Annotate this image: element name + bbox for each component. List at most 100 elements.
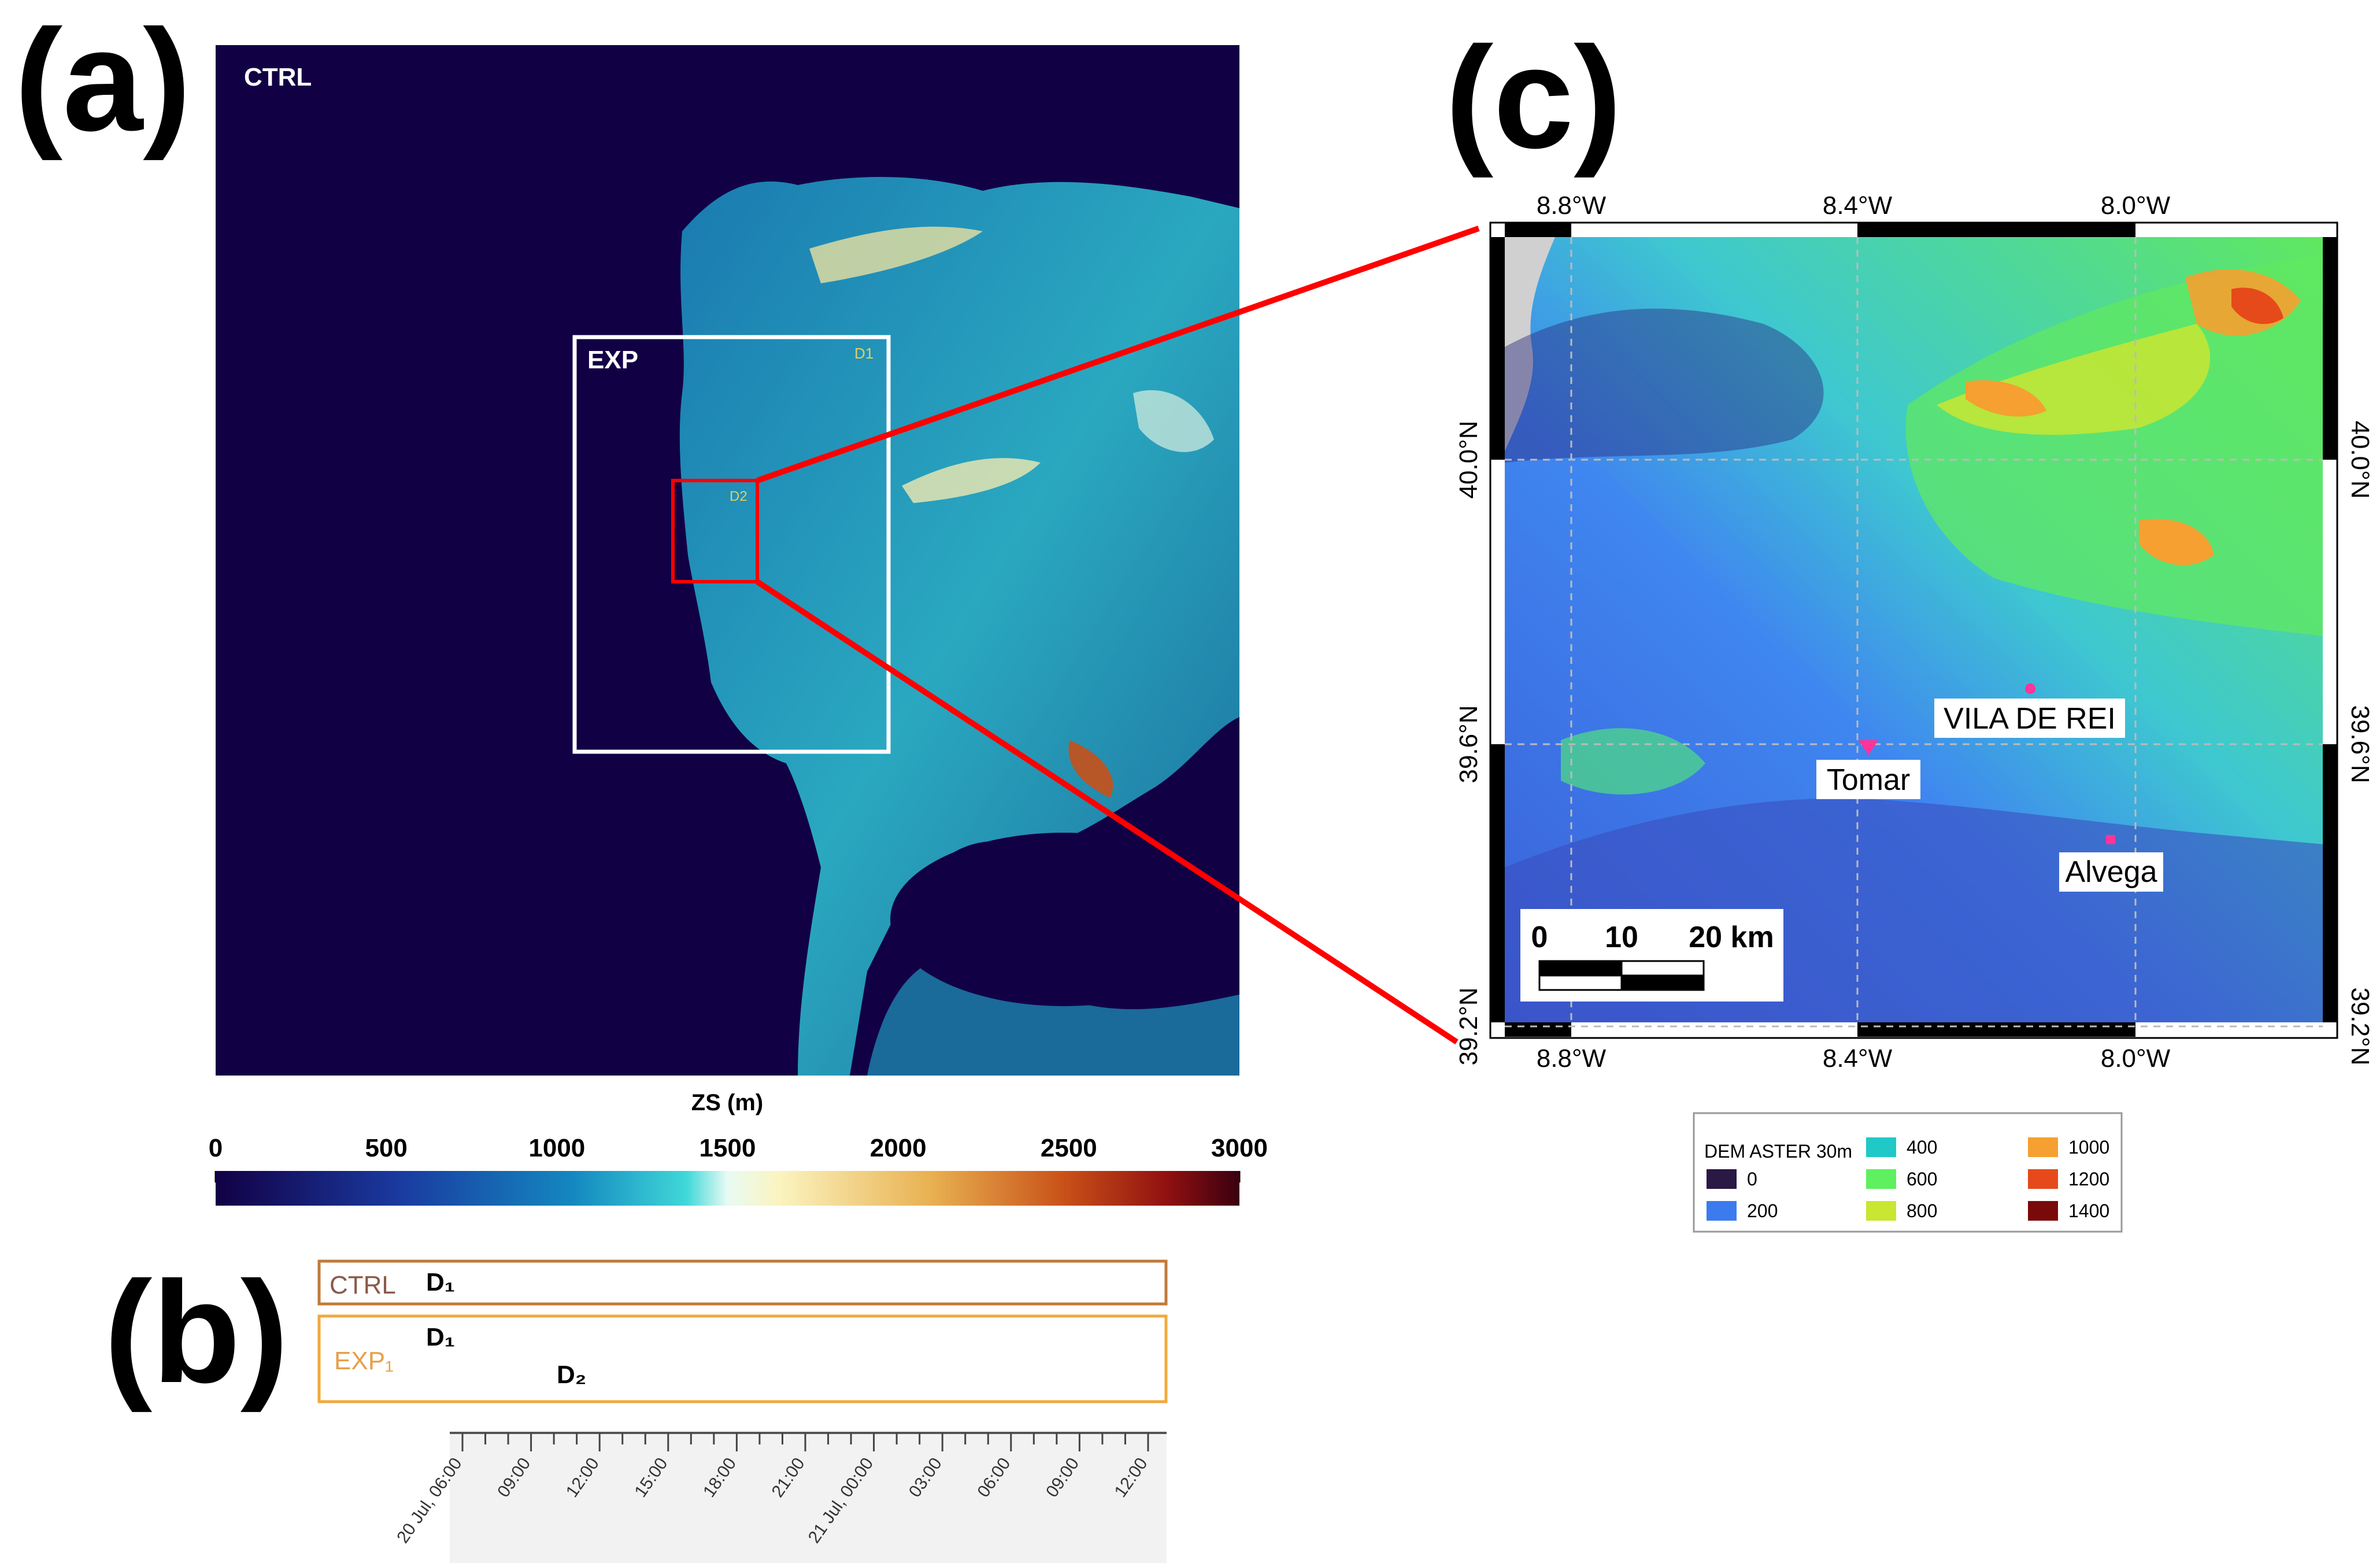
legend-swatch <box>2028 1137 2058 1157</box>
legend-label: 1400 <box>2068 1200 2109 1221</box>
legend-label: 400 <box>1907 1137 1937 1158</box>
longitude-label-bottom: 8.8°W <box>1537 1044 1607 1073</box>
alvega-label-bg <box>2059 852 2163 892</box>
frame-segment-top <box>1857 223 2135 237</box>
longitude-label-bottom: 8.4°W <box>1823 1044 1893 1073</box>
frame-segment-right <box>2323 237 2337 460</box>
alvega-label: Alvega <box>2066 855 2157 889</box>
colorbar-tick-label: 1000 <box>528 1134 585 1162</box>
atlantic-ocean-strip <box>1505 237 1555 451</box>
d1-label: D1 <box>854 345 873 362</box>
scale-bar: 0 10 20 km <box>1520 909 1783 1002</box>
map-frame-bars <box>1490 223 2337 1037</box>
legend-label: 1000 <box>2068 1137 2109 1158</box>
betic-mountains <box>1068 740 1113 798</box>
orange-ridge-east <box>2139 519 2214 566</box>
scale-bar-seg-1 <box>1538 960 1623 977</box>
coastal-lowlands <box>1505 308 1824 463</box>
frame-segment-bottom <box>1857 1022 2135 1037</box>
exp1-d2-label: D₂ <box>557 1361 586 1389</box>
legend-swatch <box>2028 1169 2058 1189</box>
central-mountains <box>902 458 1041 503</box>
exp1-group-label: EXP₁ <box>334 1347 394 1375</box>
legend-label: 800 <box>1907 1200 1937 1221</box>
cantabrian-mountains <box>809 226 983 283</box>
colorbar-tick-label: 3000 <box>1211 1134 1268 1162</box>
scale-bar-seg-2 <box>1620 960 1705 977</box>
mediterranean-sea <box>890 833 1237 1006</box>
tomar-label-bg <box>1816 760 1920 799</box>
d2-domain-box <box>671 479 759 583</box>
legend-swatch <box>1707 1169 1737 1189</box>
latitude-label-right: 39.6°N <box>2346 705 2374 783</box>
colorbar-gradient <box>216 1171 1239 1206</box>
legend-swatch <box>1866 1169 1896 1189</box>
colorbar: ZS (m) 0 500 1000 1500 2000 2500 3000 <box>209 1090 1268 1206</box>
study-area-map: VILA DE REI Tomar Alvega 0 10 20 km 8.8°… <box>1454 191 2374 1073</box>
latitude-labels: 40.0°N 40.0°N 39.6°N 39.6°N 39.2°N 39.2°N <box>1454 420 2374 1065</box>
red-peak-north <box>2231 287 2283 324</box>
vila-de-rei-label: VILA DE REI <box>1944 702 2116 736</box>
colorbar-tick-label: 2000 <box>870 1134 927 1162</box>
latitude-label-left: 40.0°N <box>1454 420 1483 498</box>
frame-segment-top <box>1505 223 1571 237</box>
eastern-highlands <box>1133 390 1214 452</box>
tomar-marker <box>1859 740 1878 755</box>
ctrl-label: CTRL <box>244 63 312 91</box>
frame-segment-left <box>1490 744 1505 1022</box>
alvega-marker <box>2106 835 2115 844</box>
longitude-label-top: 8.0°W <box>2101 191 2171 220</box>
scale-bar-label-10: 10 <box>1605 921 1638 954</box>
frame-segment-bottom <box>1505 1022 1571 1037</box>
scale-bar-label-0: 0 <box>1531 921 1548 954</box>
d2-label: D2 <box>730 489 747 504</box>
colorbar-tick-label: 1500 <box>699 1134 756 1162</box>
time-axis-background <box>450 1432 1167 1563</box>
scale-bar-label-20: 20 km <box>1689 921 1774 954</box>
legend-swatch <box>1866 1201 1896 1221</box>
longitude-labels: 8.8°W 8.8°W 8.4°W 8.4°W 8.0°W 8.0°W <box>1537 191 2171 1073</box>
vila-de-rei-label-bg <box>1934 699 2125 738</box>
ctrl-d1-label: D₁ <box>426 1268 455 1296</box>
legend-swatch <box>1866 1137 1896 1157</box>
green-upland-northeast <box>1905 254 2323 636</box>
exp-domain-box <box>572 335 891 754</box>
tomar-label: Tomar <box>1827 763 1910 797</box>
orange-ridge-center <box>1966 380 2046 417</box>
scale-bar-seg-4 <box>1620 974 1705 991</box>
zoom-line-top <box>756 226 1480 483</box>
latitude-label-left: 39.2°N <box>1454 987 1483 1065</box>
ctrl-group-label: CTRL <box>330 1271 396 1299</box>
legend-label: 600 <box>1907 1169 1937 1189</box>
longitude-label-top: 8.4°W <box>1823 191 1893 220</box>
legend-label: 1200 <box>2068 1169 2109 1189</box>
legend-swatch <box>1707 1201 1737 1221</box>
latitude-label-right: 39.2°N <box>2346 987 2374 1065</box>
ctrl-group-box <box>317 1259 1168 1306</box>
colorbar-ticks: 0 500 1000 1500 2000 2500 3000 <box>209 1134 1268 1183</box>
dem-legend: DEM ASTER 30m 0 200 400 600 800 1000 1200 1400 <box>1693 1112 2123 1233</box>
legend-title: DEM ASTER 30m <box>1704 1141 1852 1162</box>
domain-map: CTRL EXP D1 D2 <box>216 45 1239 1076</box>
frame-segment-left <box>1490 237 1505 460</box>
colorbar-title: ZS (m) <box>691 1090 763 1115</box>
longitude-label-top: 8.8°W <box>1537 191 1607 220</box>
zoom-line-bottom <box>756 579 1459 1045</box>
legend-label: 200 <box>1747 1200 1778 1221</box>
exp1-d1-label: D₁ <box>426 1323 455 1351</box>
colorbar-tick-label: 2500 <box>1041 1134 1097 1162</box>
latitude-label-right: 40.0°N <box>2346 420 2374 498</box>
longitude-label-bottom: 8.0°W <box>2101 1044 2171 1073</box>
vila-de-rei-marker <box>2025 683 2035 694</box>
simulation-timeline: CTRL D₁ EXP₁ D₁ D₂ 20 Jul, 06:00 09:00 12:… <box>317 1259 1168 1563</box>
legend-label: 0 <box>1747 1169 1757 1189</box>
scale-bar-seg-3 <box>1538 974 1623 991</box>
colorbar-tick-label: 500 <box>365 1134 407 1162</box>
exp1-group-box <box>317 1314 1168 1403</box>
exp-label: EXP <box>587 346 638 374</box>
panel-c-letter: (c) <box>1445 17 1622 178</box>
panel-a-letter: (a) <box>14 0 191 161</box>
iberia-land <box>679 177 1239 1076</box>
